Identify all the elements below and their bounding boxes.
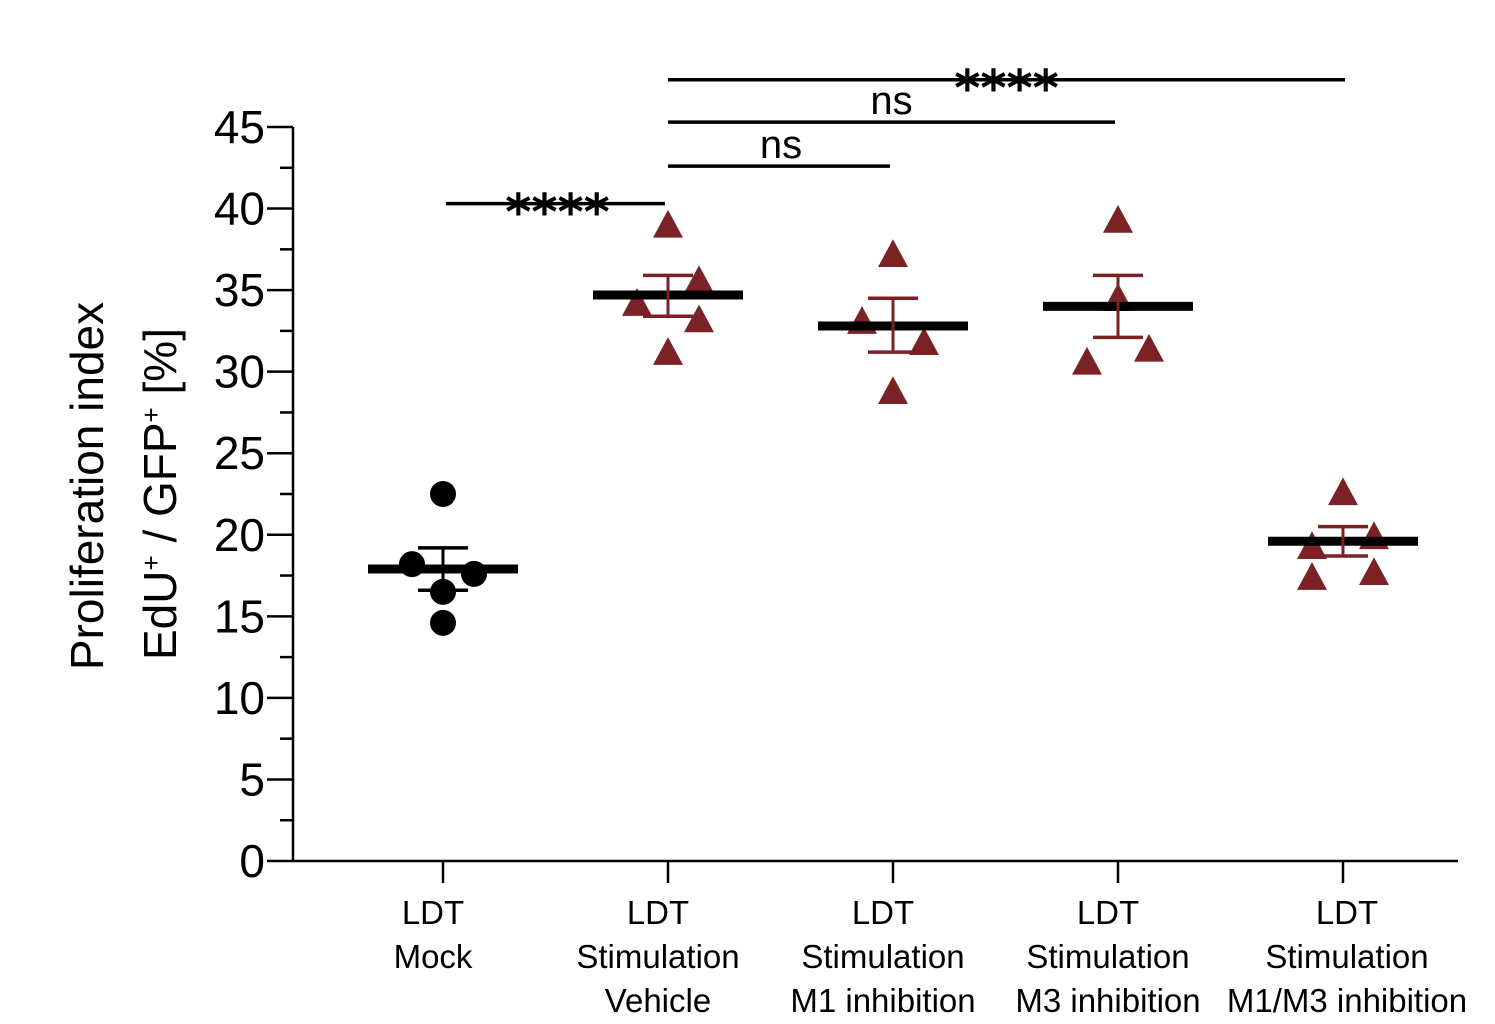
data-point	[653, 209, 683, 238]
y-tick-label: 10	[214, 672, 265, 724]
y-tick-label: 5	[239, 753, 265, 805]
y-tick-label: 25	[214, 427, 265, 479]
data-point	[684, 304, 714, 333]
y-axis-label-line1: Proliferation index	[61, 302, 113, 670]
data-layer	[368, 204, 1418, 636]
group-4	[1268, 477, 1418, 590]
data-point	[653, 337, 683, 365]
y-tick-label: 30	[214, 346, 265, 398]
data-point	[430, 609, 456, 636]
data-point	[684, 265, 714, 294]
x-tick-label: LDT Stimulation M1 inhibition	[790, 894, 975, 1019]
data-point	[1297, 562, 1327, 590]
group-2	[818, 239, 968, 404]
data-point	[909, 327, 939, 356]
group-3	[1043, 204, 1193, 375]
y-tick-label: 35	[214, 264, 265, 316]
group-1	[593, 209, 743, 365]
data-point	[1359, 557, 1389, 586]
data-point	[1328, 477, 1358, 506]
x-tick-label: LDT Stimulation M3 inhibition	[1015, 894, 1200, 1019]
group-0	[368, 481, 518, 636]
y-tick-label: 0	[239, 835, 265, 887]
significance-brackets: **** ns ns ****	[446, 60, 1345, 242]
data-point	[1134, 333, 1164, 362]
data-point	[1072, 346, 1102, 375]
significance-label: ****	[505, 184, 610, 242]
significance-label: ns	[760, 123, 802, 167]
y-tick-label: 15	[214, 590, 265, 642]
data-point	[878, 376, 908, 404]
data-point	[622, 288, 652, 316]
y-tick-label: 45	[214, 101, 265, 153]
y-tick-label: 20	[214, 509, 265, 561]
x-tick-label: LDT Stimulation Vehicle	[576, 894, 739, 1019]
data-point	[1103, 204, 1133, 233]
data-point	[878, 239, 908, 267]
axes: 0 5 10 15 20 25 30 35 40 45 LDT Mock LDT Stimulation V…	[214, 101, 1467, 1019]
x-tick-label: LDT Mock	[394, 894, 473, 975]
y-axis-label: Proliferation index EdU+ / GFP+ [%]	[61, 302, 186, 670]
data-point	[430, 481, 456, 507]
x-tick-label: LDT Stimulation M1/M3 inhibition	[1227, 894, 1467, 1019]
significance-label: ****	[954, 60, 1059, 118]
significance-label: ns	[870, 79, 912, 123]
y-tick-label: 40	[214, 183, 265, 235]
y-axis-label-line2: EdU+ / GFP+ [%]	[134, 328, 186, 660]
